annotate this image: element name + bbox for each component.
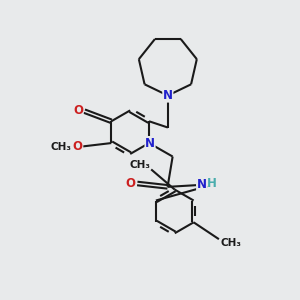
Text: N: N [197, 178, 207, 191]
Text: O: O [126, 177, 136, 190]
Text: H: H [207, 177, 217, 190]
Text: O: O [73, 104, 83, 117]
Text: CH₃: CH₃ [220, 238, 241, 248]
Text: O: O [73, 140, 83, 153]
Text: CH₃: CH₃ [50, 142, 71, 152]
Text: CH₃: CH₃ [130, 160, 151, 170]
Text: N: N [145, 136, 155, 150]
Text: N: N [163, 89, 173, 102]
